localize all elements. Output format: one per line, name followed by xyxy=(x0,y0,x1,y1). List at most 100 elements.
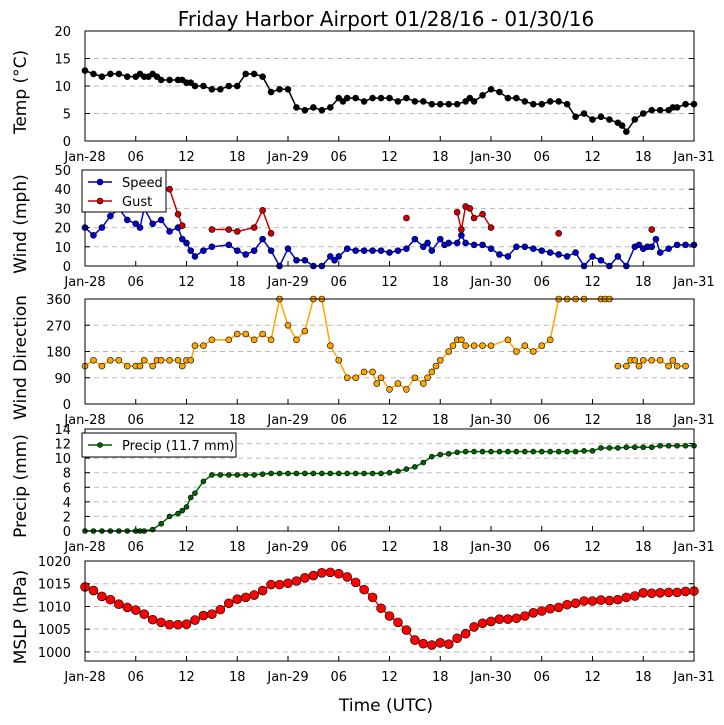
data-point xyxy=(623,128,630,135)
data-point xyxy=(570,598,581,609)
x-tick-label: Jan-30 xyxy=(469,275,511,290)
data-point xyxy=(669,356,677,364)
data-point xyxy=(386,94,393,102)
data-point xyxy=(335,253,343,260)
data-point xyxy=(445,348,453,355)
x-tick-label: Jan-28 xyxy=(63,150,105,165)
data-point xyxy=(673,362,681,370)
x-tick-label: 18 xyxy=(229,150,246,165)
y-tick-label: 10 xyxy=(54,452,71,467)
data-point xyxy=(635,362,643,370)
data-point xyxy=(428,247,436,254)
data-point xyxy=(377,247,385,254)
data-point xyxy=(538,247,546,254)
data-point xyxy=(648,444,655,451)
data-point xyxy=(225,82,233,90)
data-point xyxy=(494,614,505,624)
data-point xyxy=(589,116,596,123)
data-point xyxy=(466,205,474,212)
y-tick-label: 1010 xyxy=(38,600,71,615)
data-point xyxy=(562,599,572,610)
data-point xyxy=(639,110,647,117)
data-point xyxy=(259,330,266,338)
data-point xyxy=(232,594,243,604)
x-tick-label: 06 xyxy=(127,540,144,555)
data-point xyxy=(665,245,672,253)
legend: Speed Gust xyxy=(81,169,167,213)
data-point xyxy=(458,226,465,233)
data-point xyxy=(530,448,537,455)
data-point xyxy=(325,567,336,578)
data-point xyxy=(673,104,681,111)
data-point xyxy=(267,336,275,344)
y-axis-label: Wind (mph) xyxy=(11,174,31,274)
data-point xyxy=(276,470,283,477)
data-point xyxy=(166,513,173,520)
data-point xyxy=(589,253,596,260)
data-point xyxy=(680,586,691,597)
legend-label: Gust xyxy=(122,195,152,210)
data-point xyxy=(462,342,469,349)
data-point xyxy=(147,614,158,625)
x-tick-label: 18 xyxy=(229,670,246,685)
data-point xyxy=(424,239,431,247)
data-point xyxy=(173,619,183,630)
data-point xyxy=(614,253,622,260)
plot-frame xyxy=(84,560,695,662)
data-point xyxy=(597,256,605,264)
series-line xyxy=(84,206,694,268)
data-point xyxy=(90,231,97,239)
y-tick-label: 5 xyxy=(63,108,71,123)
y-tick-label: 15 xyxy=(54,53,71,68)
data-point xyxy=(453,100,461,108)
data-point xyxy=(469,622,479,632)
data-point xyxy=(496,88,503,96)
data-point xyxy=(359,584,369,595)
data-point xyxy=(412,464,418,470)
y-tick-label: 12 xyxy=(54,438,71,453)
x-tick-label: 12 xyxy=(584,413,601,428)
data-point xyxy=(266,579,276,590)
series-line xyxy=(211,208,272,234)
data-point xyxy=(166,185,173,193)
data-point xyxy=(458,231,465,239)
data-point xyxy=(376,603,386,614)
data-point xyxy=(225,472,232,478)
data-point xyxy=(505,448,511,455)
data-point xyxy=(393,617,403,628)
x-tick-label: Jan-31 xyxy=(672,413,714,428)
data-point xyxy=(149,362,156,370)
legend-label: Precip (11.7 mm) xyxy=(122,439,234,454)
data-point xyxy=(158,520,164,527)
data-point xyxy=(308,570,319,581)
data-point xyxy=(418,638,429,649)
data-point xyxy=(234,472,241,478)
data-point xyxy=(122,602,133,613)
data-point xyxy=(420,380,427,387)
data-point xyxy=(426,640,437,650)
data-point xyxy=(479,92,486,99)
data-point xyxy=(200,247,207,254)
data-point xyxy=(310,470,317,477)
data-point xyxy=(572,249,579,256)
data-point xyxy=(521,98,529,105)
legend-box xyxy=(81,169,167,213)
data-point xyxy=(209,472,215,478)
x-tick-label: 18 xyxy=(432,413,449,428)
data-point xyxy=(225,241,233,249)
data-point xyxy=(536,606,547,616)
data-point xyxy=(538,100,546,108)
data-point xyxy=(156,617,166,628)
data-point xyxy=(631,356,639,364)
data-point xyxy=(487,86,495,93)
data-point xyxy=(335,356,343,364)
x-tick-label: 12 xyxy=(381,413,398,428)
data-point xyxy=(513,348,520,355)
data-point xyxy=(285,470,291,477)
data-point xyxy=(187,494,194,501)
x-tick-label: Jan-28 xyxy=(63,540,105,555)
data-point xyxy=(105,594,116,605)
data-point xyxy=(470,342,478,349)
data-point xyxy=(200,478,207,485)
